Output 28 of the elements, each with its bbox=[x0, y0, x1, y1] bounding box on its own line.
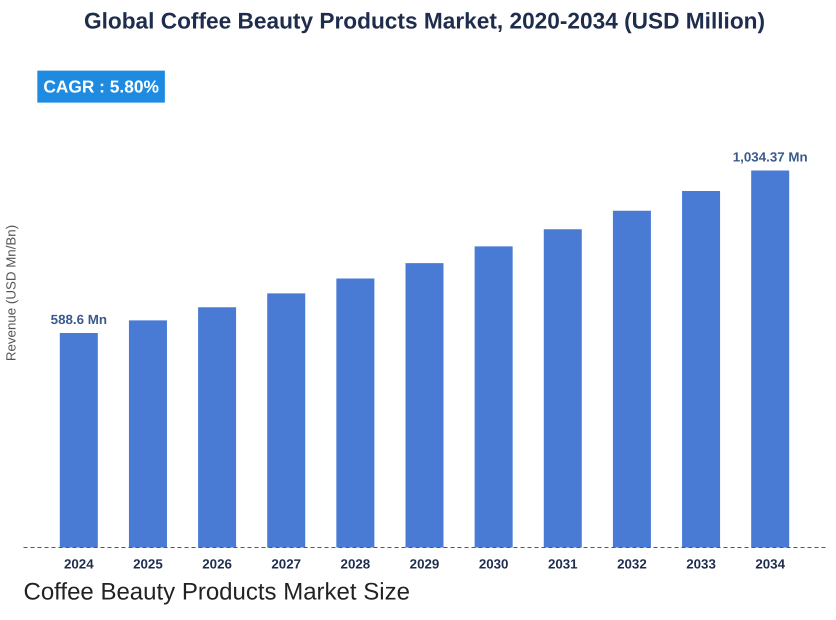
bar bbox=[128, 320, 167, 548]
x-tick-label: 2025 bbox=[133, 556, 164, 572]
x-tick-label: 2030 bbox=[478, 556, 508, 572]
x-tick-label: 2029 bbox=[410, 556, 440, 572]
data-label: 1,034.37 Mn bbox=[732, 149, 808, 164]
text: Coffee Beauty Products Market Size bbox=[24, 578, 410, 606]
x-tick-label: 2027 bbox=[271, 556, 302, 572]
x-tick-label: 2026 bbox=[202, 556, 232, 572]
bar bbox=[60, 332, 98, 548]
x-tick-label: 2034 bbox=[755, 556, 786, 572]
data-label: 588.6 Mn bbox=[50, 312, 107, 327]
bar bbox=[751, 170, 790, 548]
chart-title: Global Coffee Beauty Products Market, 2020-2034 (USD Million) bbox=[84, 8, 766, 34]
bar bbox=[544, 229, 582, 548]
x-tick-label: 2028 bbox=[340, 556, 370, 572]
x-tick-label: 2033 bbox=[686, 556, 716, 572]
x-tick-label: 2031 bbox=[548, 556, 578, 572]
bar bbox=[336, 278, 374, 548]
y-axis-title: Revenue (USD Mn/Bn) bbox=[4, 224, 18, 362]
bar bbox=[612, 210, 651, 548]
text: CAGR : 5.80% bbox=[43, 76, 159, 97]
bar bbox=[198, 307, 236, 548]
bar bbox=[474, 246, 513, 548]
x-tick-label: 2032 bbox=[617, 556, 647, 572]
bar bbox=[682, 191, 720, 548]
bar bbox=[405, 263, 444, 548]
x-tick-label: 2024 bbox=[64, 556, 94, 572]
bar bbox=[267, 293, 306, 548]
